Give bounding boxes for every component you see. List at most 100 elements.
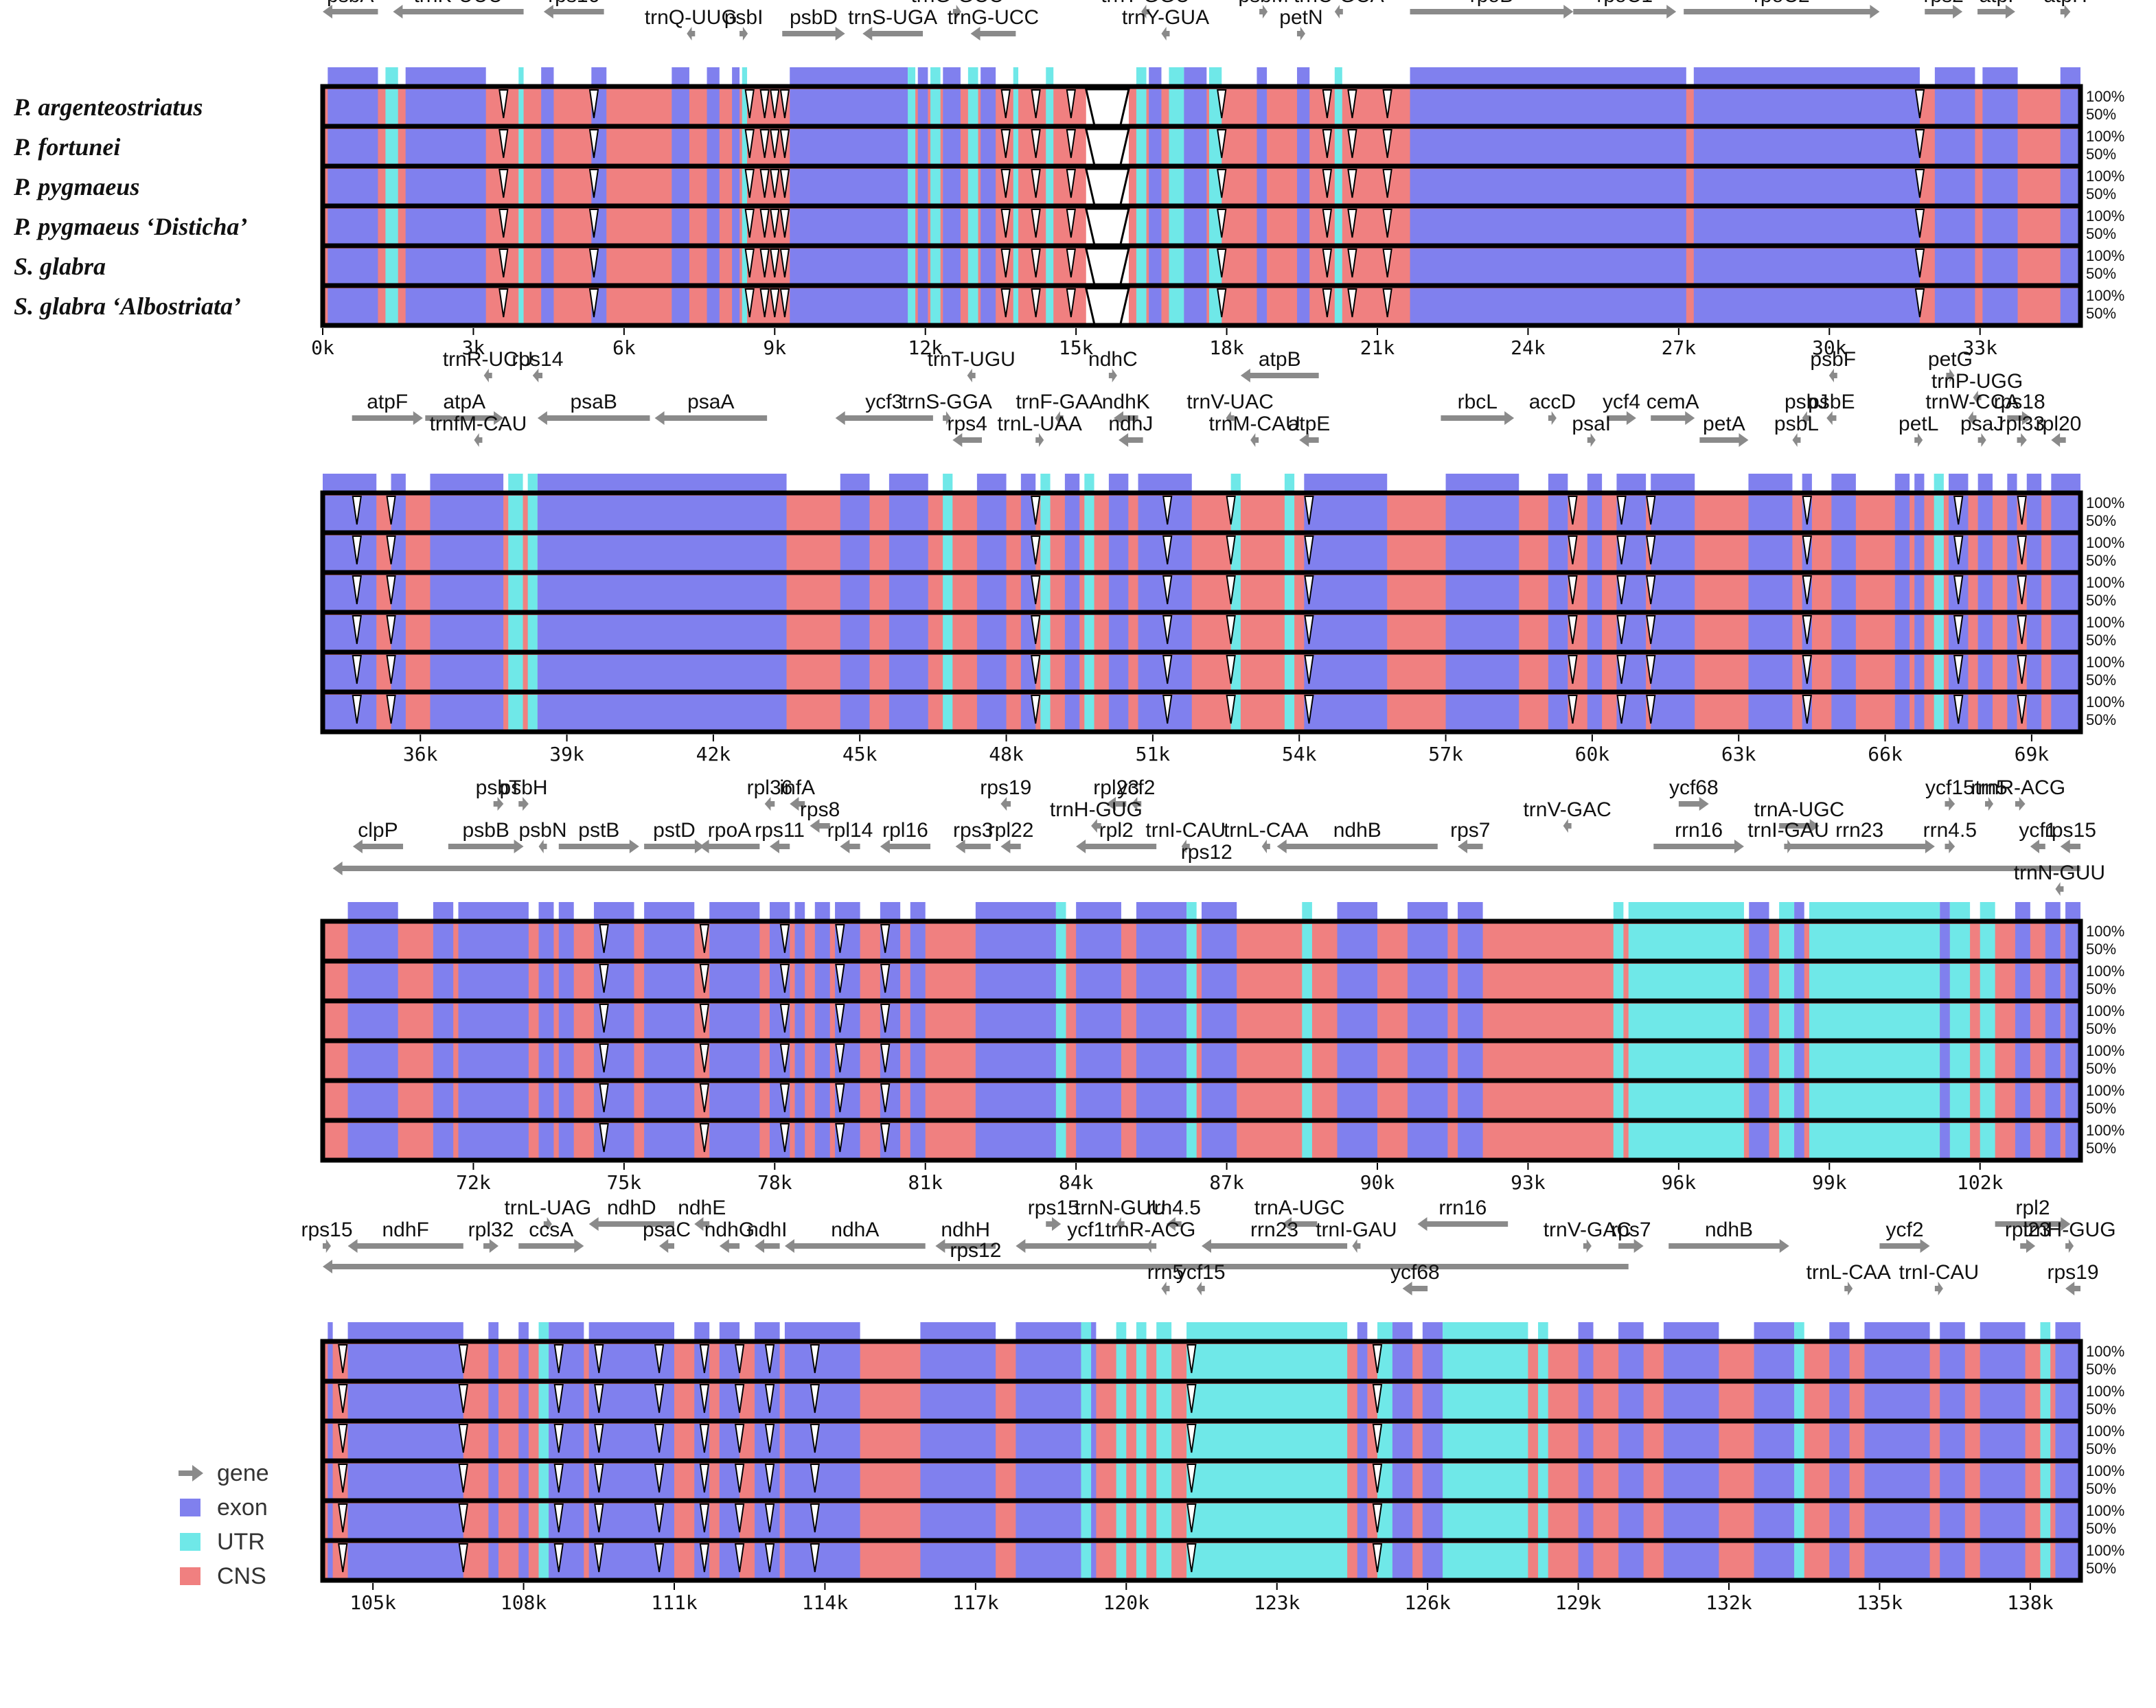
region-exon [1076, 1043, 1121, 1079]
strip-exon [328, 1322, 333, 1340]
strip-utr [1116, 1322, 1127, 1340]
identity-dip [1031, 129, 1041, 159]
identity-dip [764, 1503, 775, 1533]
gene-arrow [352, 840, 404, 853]
gene-label: petL [1899, 413, 1938, 435]
row-2 [323, 530, 2080, 573]
region-exon [2065, 964, 2080, 1000]
region-exon [1458, 1083, 1483, 1119]
region-exon [1064, 655, 1080, 691]
region-exon [1693, 169, 1920, 205]
region-exon [732, 169, 740, 205]
region-exon [2065, 1083, 2080, 1119]
region-utr [538, 1424, 549, 1459]
identity-dip [744, 89, 755, 119]
region-exon [1794, 1083, 1804, 1119]
tick-label: 117k [952, 1591, 999, 1614]
gene-label: rpl14 [827, 819, 873, 842]
region-utr [1538, 1503, 1548, 1539]
gene-label: trnF-GAA [1016, 391, 1103, 413]
region-exon [1693, 249, 1920, 284]
region-exon [975, 1123, 1056, 1159]
region-utr [1284, 575, 1295, 611]
gene-label: atpB [1259, 348, 1301, 371]
region-exon [784, 1424, 860, 1459]
strip-utr [967, 67, 978, 85]
identity-dip [588, 209, 599, 238]
region-exon [549, 1384, 584, 1420]
percent-50-label: 50% [2086, 940, 2116, 958]
region-exon [347, 1503, 463, 1539]
percent-100-label: 100% [2086, 207, 2124, 224]
identity-dip [770, 288, 780, 318]
region-exon [2026, 575, 2042, 611]
region-exon [1894, 615, 1910, 651]
region-exon [430, 575, 504, 611]
identity-dip [880, 1043, 891, 1073]
region-exon [1977, 615, 1993, 651]
region-utr [1613, 1043, 1624, 1079]
region-exon [1982, 89, 2018, 125]
region-utr [1284, 496, 1295, 531]
identity-dip [1372, 1384, 1383, 1413]
gene-arrow [537, 411, 650, 425]
identity-dip [1568, 655, 1578, 684]
region-utr [943, 695, 953, 730]
strip-exon [347, 1322, 463, 1340]
region-utr [1136, 288, 1147, 324]
gene-arrow [1668, 1239, 1789, 1253]
region-exon [1337, 964, 1377, 1000]
region-utr [1949, 1123, 1971, 1159]
region-exon [1864, 1543, 1930, 1579]
gene-arrow [1458, 840, 1483, 853]
region-exon [1548, 575, 1568, 611]
row-2 [323, 958, 2080, 1001]
region-exon [1548, 535, 1568, 571]
region-exon [1257, 249, 1268, 284]
region-exon [1618, 1424, 1644, 1459]
identity-dip [553, 1543, 564, 1573]
strip-exon [769, 902, 790, 920]
tick-label: 96k [1662, 1171, 1697, 1194]
region-exon [2055, 1503, 2080, 1539]
region-utr [1186, 1043, 1197, 1079]
region-exon [644, 1083, 695, 1119]
strip-exon [1257, 67, 1268, 85]
tick-label: 90k [1360, 1171, 1395, 1194]
identity-dip [1646, 655, 1656, 684]
gene-arrow [1441, 411, 1515, 425]
region-utr [908, 288, 916, 324]
identity-dip [1226, 496, 1236, 525]
region-exon [975, 964, 1056, 1000]
region-utr [1013, 129, 1019, 165]
region-utr [1116, 1503, 1127, 1539]
region-exon [1020, 575, 1036, 611]
gene-arrow [1973, 391, 1982, 404]
gene-arrow [970, 27, 1016, 41]
region-exon [976, 695, 1007, 730]
region-exon [558, 1083, 574, 1119]
species-label: P. fortunei [13, 133, 120, 161]
percent-100-label: 100% [2086, 1542, 2124, 1559]
percent-50-label: 50% [2086, 305, 2116, 322]
region-utr [1443, 1543, 1528, 1579]
region-exon [2045, 1083, 2061, 1119]
region-utr [385, 129, 398, 165]
identity-dip [588, 249, 599, 278]
region-exon [1202, 924, 1237, 960]
identity-dip [880, 1123, 891, 1153]
region-exon [1458, 1004, 1483, 1039]
region-exon [1934, 169, 1975, 205]
region-utr [1186, 1123, 1197, 1159]
gene-label: trnQ-UUG [645, 6, 737, 29]
region-exon [433, 1123, 454, 1159]
region-exon [1064, 535, 1080, 571]
gene-arrow [2030, 840, 2045, 853]
region-exon [1257, 89, 1268, 125]
region-utr [930, 209, 941, 244]
region-exon [1754, 1344, 1795, 1380]
identity-dip [1646, 615, 1656, 645]
gene-label: trnR-ACG [1975, 776, 2065, 799]
gene-arrow [558, 840, 639, 853]
region-exon [541, 288, 554, 324]
